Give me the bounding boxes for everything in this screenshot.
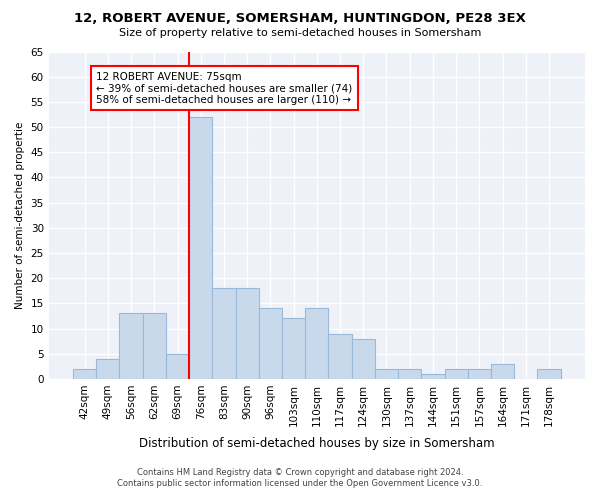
Bar xyxy=(119,314,143,379)
Bar xyxy=(282,318,305,379)
Bar xyxy=(73,369,96,379)
Bar xyxy=(259,308,282,379)
Bar xyxy=(352,338,375,379)
Text: 12 ROBERT AVENUE: 75sqm
← 39% of semi-detached houses are smaller (74)
58% of se: 12 ROBERT AVENUE: 75sqm ← 39% of semi-de… xyxy=(96,72,353,105)
Bar xyxy=(212,288,236,379)
Text: Contains HM Land Registry data © Crown copyright and database right 2024.
Contai: Contains HM Land Registry data © Crown c… xyxy=(118,468,482,487)
Bar xyxy=(143,314,166,379)
Bar xyxy=(445,369,468,379)
Bar xyxy=(305,308,328,379)
X-axis label: Distribution of semi-detached houses by size in Somersham: Distribution of semi-detached houses by … xyxy=(139,437,494,450)
Bar xyxy=(491,364,514,379)
Y-axis label: Number of semi-detached propertie: Number of semi-detached propertie xyxy=(15,122,25,309)
Bar xyxy=(96,359,119,379)
Bar xyxy=(468,369,491,379)
Bar xyxy=(538,369,560,379)
Bar xyxy=(421,374,445,379)
Bar xyxy=(236,288,259,379)
Bar xyxy=(398,369,421,379)
Text: 12, ROBERT AVENUE, SOMERSHAM, HUNTINGDON, PE28 3EX: 12, ROBERT AVENUE, SOMERSHAM, HUNTINGDON… xyxy=(74,12,526,26)
Bar xyxy=(375,369,398,379)
Text: Size of property relative to semi-detached houses in Somersham: Size of property relative to semi-detach… xyxy=(119,28,481,38)
Bar xyxy=(189,117,212,379)
Bar xyxy=(328,334,352,379)
Bar xyxy=(166,354,189,379)
